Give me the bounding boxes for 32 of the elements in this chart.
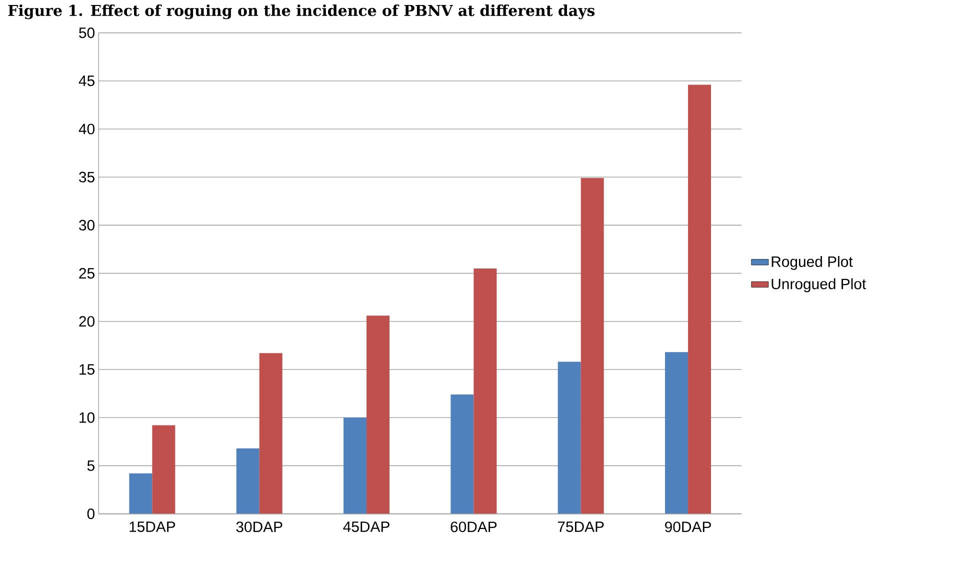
- y-tick-label: 5: [87, 460, 94, 471]
- y-tick-label: 40: [78, 124, 94, 134]
- bar: [688, 84, 712, 514]
- x-tick-label: 90DAP: [665, 522, 711, 532]
- y-tick-label: 50: [79, 28, 94, 38]
- y-tick-label: 35: [79, 172, 94, 182]
- x-tick-label: 45DAP: [343, 522, 390, 532]
- bar: [236, 448, 260, 514]
- bar: [344, 418, 367, 514]
- legend-label: Rogued Plot: [772, 256, 853, 270]
- y-tick-label: 45: [78, 76, 94, 86]
- y-tick-label: 10: [80, 412, 94, 423]
- y-tick-label: 25: [79, 268, 94, 279]
- bar: [366, 316, 390, 514]
- bar: [665, 352, 688, 514]
- bar: [259, 353, 282, 514]
- y-tick-label: 0: [87, 508, 94, 520]
- bar: [558, 362, 581, 514]
- bar: [450, 394, 474, 514]
- bar: [474, 268, 497, 514]
- x-tick-label: 15DAP: [130, 522, 176, 532]
- x-tick-label: 30DAP: [236, 522, 282, 532]
- y-tick-label: 30: [79, 220, 94, 230]
- legend-label: Unrogued Plot: [772, 278, 866, 292]
- x-tick-label: 75DAP: [558, 522, 604, 532]
- x-tick-label: 60DAP: [450, 522, 497, 532]
- bar: [580, 178, 604, 514]
- bar: [152, 425, 176, 514]
- y-tick-label: 15: [80, 364, 94, 375]
- chart-title: Figure 1. Effect of roguing on the incidence of PBNV at different days: [8, 4, 595, 20]
- y-tick-label: 20: [79, 316, 94, 327]
- bar: [129, 473, 152, 514]
